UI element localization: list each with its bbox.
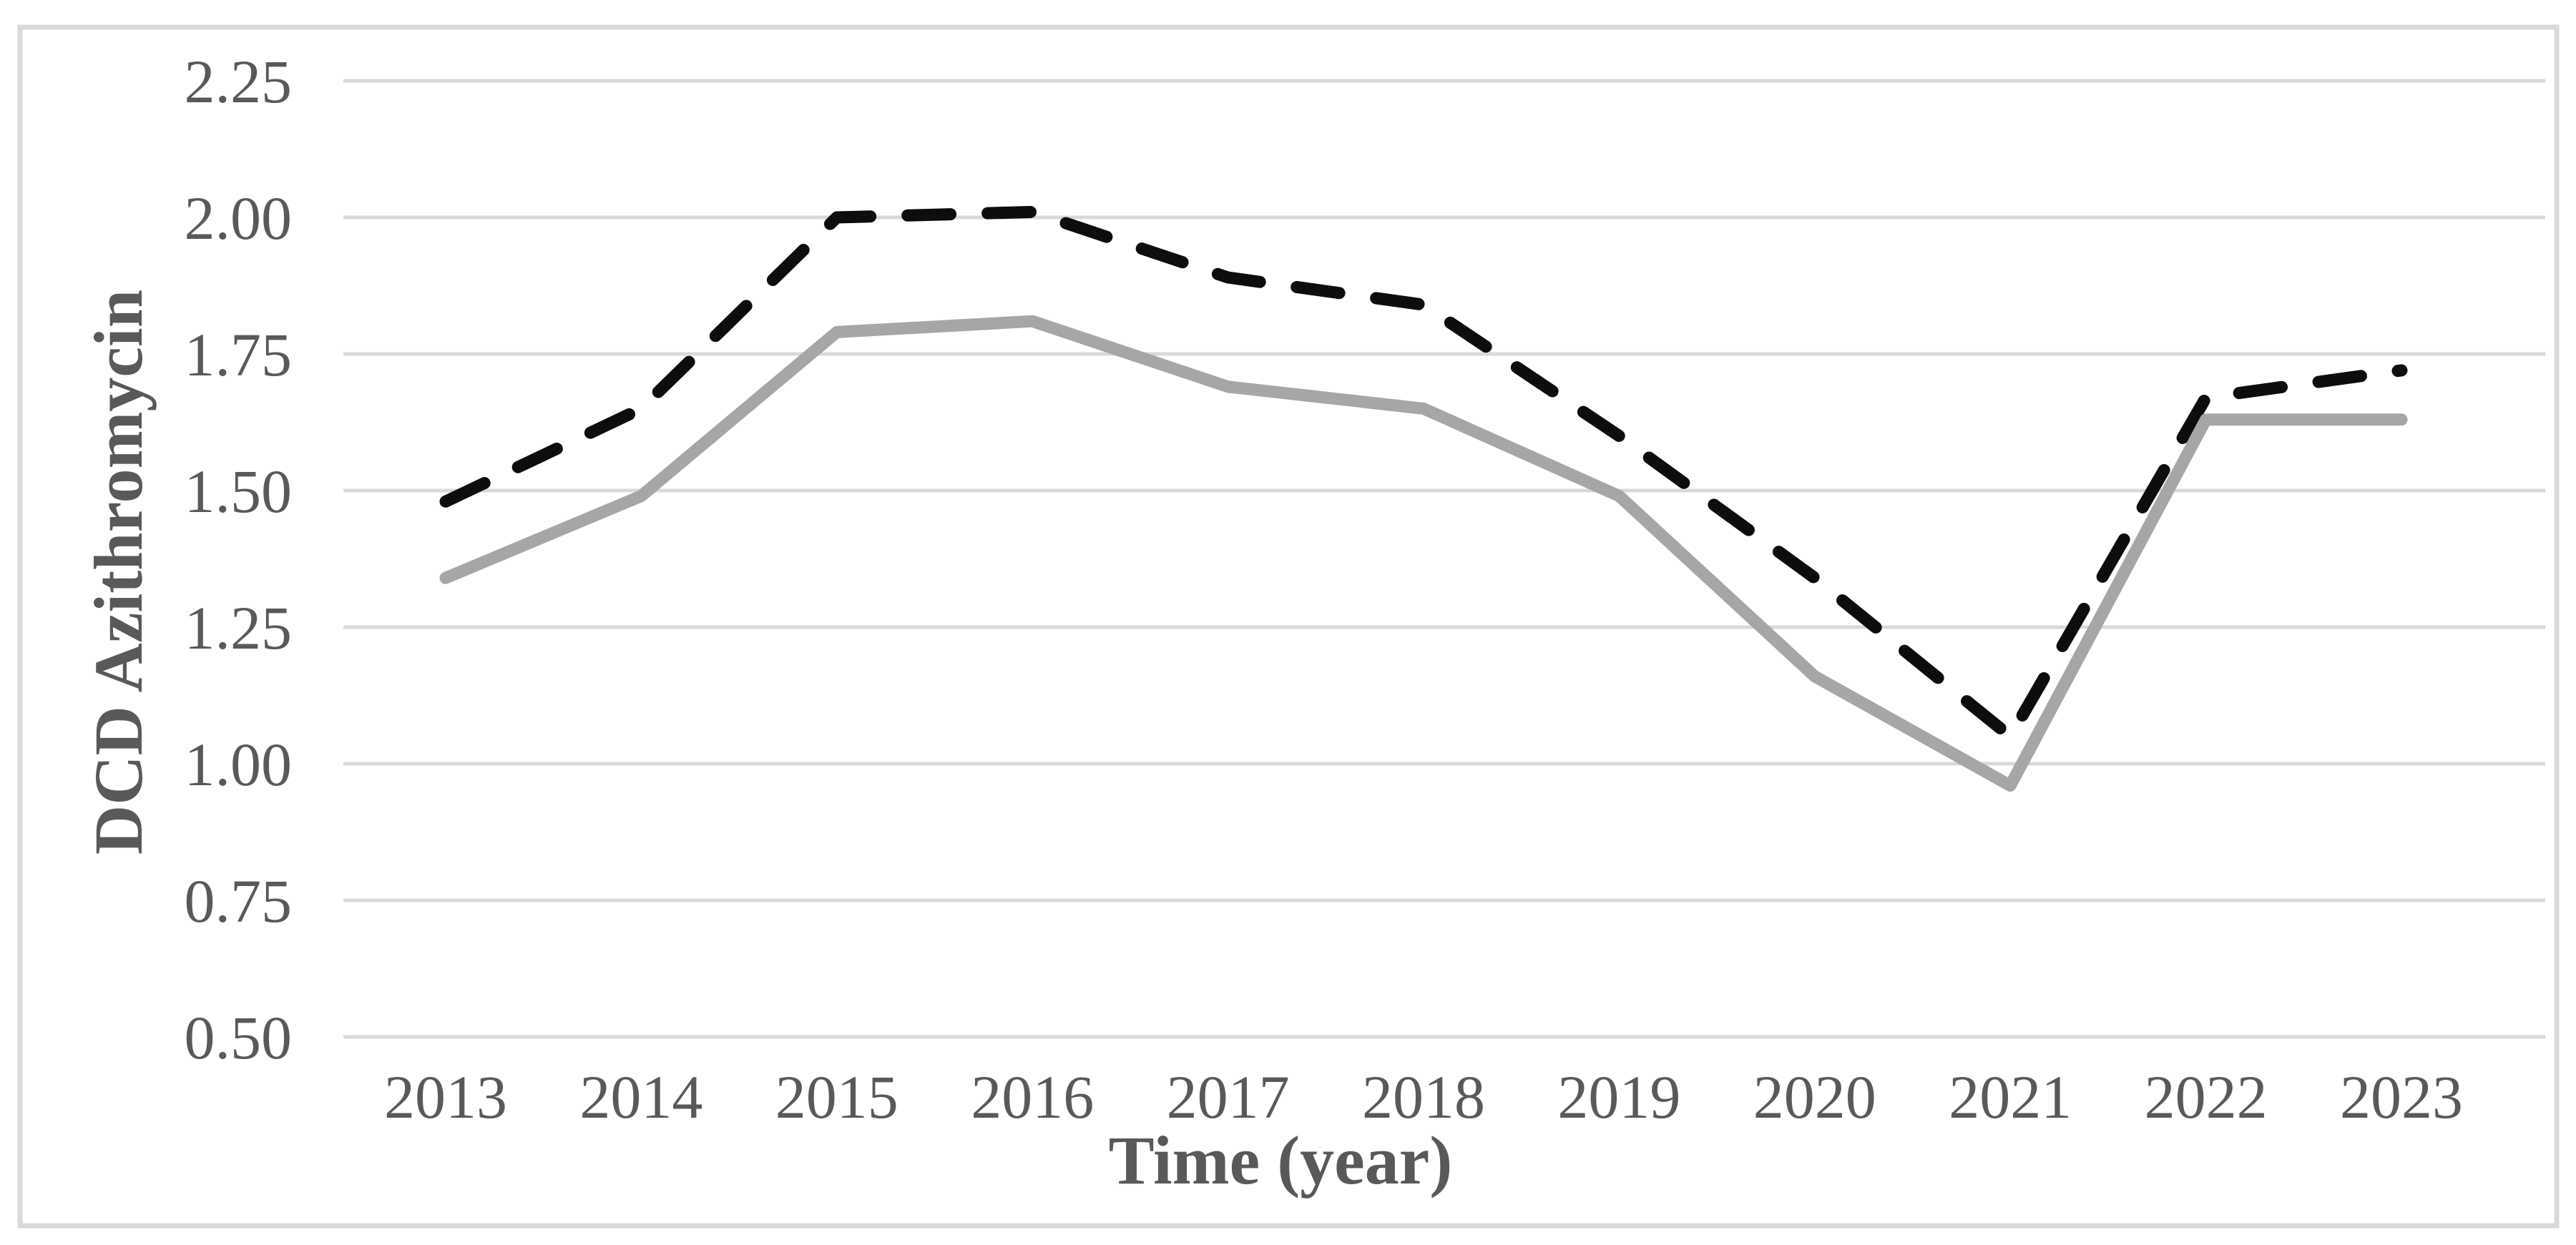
y-axis-tick-label: 0.50: [185, 1003, 293, 1072]
x-axis-tick-label: 2015: [775, 1063, 898, 1131]
x-axis-tick-label: 2016: [971, 1063, 1094, 1131]
x-axis-tick-label: 2022: [2145, 1063, 2268, 1131]
gridlines-group: [343, 79, 2545, 1039]
y-axis-tick-label: 0.75: [185, 867, 293, 935]
x-axis-tick-label: 2018: [1362, 1063, 1485, 1131]
x-axis-tick-label: 2017: [1167, 1063, 1290, 1131]
y-axis-tick-label: 1.50: [185, 457, 293, 526]
y-axis-tick-label: 2.25: [185, 47, 293, 116]
x-axis-tick-label: 2013: [384, 1063, 507, 1131]
solid-gray-series-line: [439, 315, 2408, 792]
x-axis-tick-label: 2023: [2340, 1063, 2463, 1131]
x-axis-title: Time (year): [1109, 1122, 1453, 1199]
y-axis-tick-label: 1.75: [185, 320, 293, 389]
x-axis-tick-label: 2021: [1949, 1063, 2072, 1131]
y-axis-title: DCD Azithromycin: [80, 290, 157, 855]
y-axis-tick-labels-group: 2.25 2.00 1.75 1.50 1.25 1.00 0.75 0.50: [185, 47, 293, 1072]
y-axis-tick-label: 2.00: [185, 184, 293, 252]
y-axis-tick-label: 1.00: [185, 730, 293, 799]
y-axis-tick-label: 1.25: [185, 594, 293, 662]
x-axis-tick-label: 2014: [579, 1063, 702, 1131]
x-axis-tick-label: 2019: [1557, 1063, 1680, 1131]
series-group: [439, 205, 2408, 792]
x-axis-tick-labels-group: 2013 2014 2015 2016 2017 2018 2019 2020 2021 2022…: [384, 1063, 2463, 1131]
dashed-black-series-line: [439, 205, 2408, 743]
x-axis-tick-label: 2020: [1753, 1063, 1876, 1131]
figure-border: [17, 24, 2560, 1229]
